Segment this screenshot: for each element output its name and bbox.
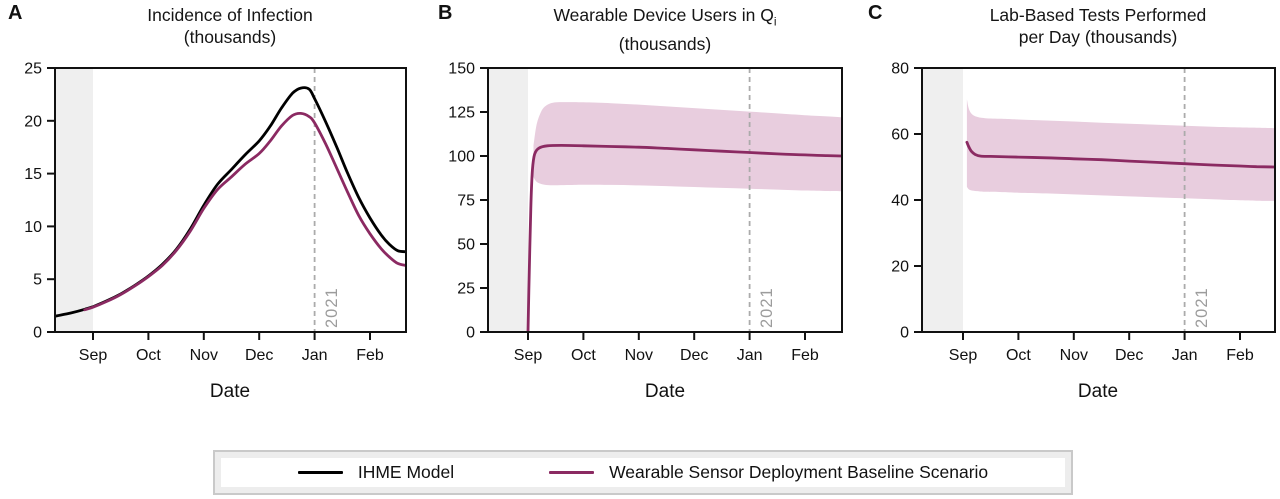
plot-frame	[54, 67, 407, 333]
y-tick-label: 5	[33, 272, 42, 289]
pre-period-shading	[489, 69, 528, 331]
x-tick-label: Dec	[245, 347, 273, 364]
y-tick-label: 15	[24, 166, 42, 183]
x-tick-label: Feb	[1226, 347, 1254, 364]
panel-a-title: Incidence of Infection (thousands)	[50, 4, 410, 48]
panel-a: A Incidence of Infection (thousands) 202…	[0, 0, 430, 420]
x-tick-label: Sep	[949, 347, 978, 364]
panel-b-year-annotation: 2021	[758, 287, 776, 328]
panel-a-title-line2: (thousands)	[183, 27, 277, 47]
panel-a-title-line1: Incidence of Infection	[147, 5, 313, 25]
pre-period-shading	[923, 69, 963, 331]
y-tick-label: 100	[448, 149, 475, 166]
legend-line-sample-ihme	[297, 471, 343, 474]
y-tick-label: 80	[891, 61, 909, 78]
panel-a-x-axis-title: Date	[210, 381, 250, 402]
x-tick-label: Dec	[1115, 347, 1143, 364]
y-tick-label: 50	[457, 237, 475, 254]
legend-line-sample-scenario	[549, 471, 595, 474]
y-tick-label: 75	[457, 193, 475, 210]
panel-letter-b: B	[438, 2, 453, 24]
x-tick-label: Sep	[79, 347, 108, 364]
y-tick-label: 0	[900, 325, 909, 342]
panel-a-plot: 2021 Date 0 5 10 15 20 25 Sep Oct Nov Dec Jan Feb	[24, 61, 407, 402]
confidence-band	[966, 99, 1275, 201]
confidence-band	[533, 102, 842, 192]
x-tick-label: Feb	[356, 347, 384, 364]
panel-c-year-annotation: 2021	[1193, 287, 1211, 328]
panel-b-title-line2: (thousands)	[618, 33, 712, 54]
x-tick-label: Nov	[1060, 347, 1088, 364]
panel-b-title-subscript: i	[773, 14, 777, 29]
series-line-wearable-sensor-deployment-baseline-scenario	[965, 140, 1275, 169]
panel-letter-a: A	[8, 2, 23, 24]
pre-period-shading	[56, 69, 93, 331]
y-tick-label: 20	[24, 113, 42, 130]
panel-b: B Wearable Device Users in Qi (thousands…	[430, 0, 860, 420]
x-tick-label: Sep	[514, 347, 543, 364]
x-tick-label: Jan	[302, 347, 328, 364]
series-line-wearable-sensor-deployment-baseline-scenario	[526, 143, 842, 332]
y-tick-label: 25	[457, 281, 475, 298]
plot-frame	[921, 67, 1276, 333]
x-tick-label: Nov	[190, 347, 218, 364]
legend-label-scenario: Wearable Sensor Deployment Baseline Scen…	[609, 462, 989, 482]
panel-b-x-axis-title: Date	[645, 381, 685, 402]
panel-b-title-line1: Wearable Device Users in Qi	[553, 5, 777, 29]
y-tick-label: 20	[891, 259, 909, 276]
y-tick-label: 150	[448, 61, 475, 78]
panel-c-title-line1: Lab-Based Tests Performed	[989, 5, 1207, 25]
y-tick-label: 60	[891, 127, 909, 144]
x-tick-label: Jan	[737, 347, 763, 364]
series-line-wearable-sensor-deployment-baseline-scenario	[83, 111, 406, 312]
panel-c-title-line2: per Day (thousands)	[1018, 27, 1178, 47]
x-tick-label: Oct	[571, 347, 596, 364]
x-tick-label: Nov	[625, 347, 653, 364]
legend-item-ihme-model: IHME Model	[297, 462, 455, 483]
legend-item-scenario: Wearable Sensor Deployment Baseline Scen…	[549, 462, 988, 483]
legend-label-ihme: IHME Model	[357, 462, 455, 482]
y-tick-label: 10	[24, 219, 42, 236]
x-tick-label: Oct	[136, 347, 161, 364]
panel-letter-c: C	[868, 2, 883, 24]
panel-c: C Lab-Based Tests Performed per Day (tho…	[860, 0, 1280, 420]
y-tick-label: 0	[33, 325, 42, 342]
y-tick-label: 0	[466, 325, 475, 342]
y-tick-label: 125	[448, 105, 475, 122]
panel-c-plot: 2021 Date 0 20 40 60 80 Sep Oct Nov Dec Jan Feb	[891, 61, 1276, 402]
legend: IHME Model Wearable Sensor Deployment Ba…	[213, 450, 1073, 495]
x-tick-label: Jan	[1172, 347, 1198, 364]
panel-a-year-annotation: 2021	[323, 287, 341, 328]
y-tick-label: 25	[24, 61, 42, 78]
y-tick-label: 40	[891, 193, 909, 210]
panel-b-title: Wearable Device Users in Qi (thousands)	[485, 4, 845, 55]
x-tick-label: Oct	[1006, 347, 1031, 364]
panel-c-title: Lab-Based Tests Performed per Day (thous…	[918, 4, 1278, 48]
panel-b-plot: 2021 Date 0 25 50 75 100 125 150 Sep Oct Nov Dec Ja…	[448, 61, 843, 402]
x-tick-label: Dec	[680, 347, 708, 364]
x-tick-label: Feb	[791, 347, 819, 364]
panel-c-x-axis-title: Date	[1078, 381, 1118, 402]
